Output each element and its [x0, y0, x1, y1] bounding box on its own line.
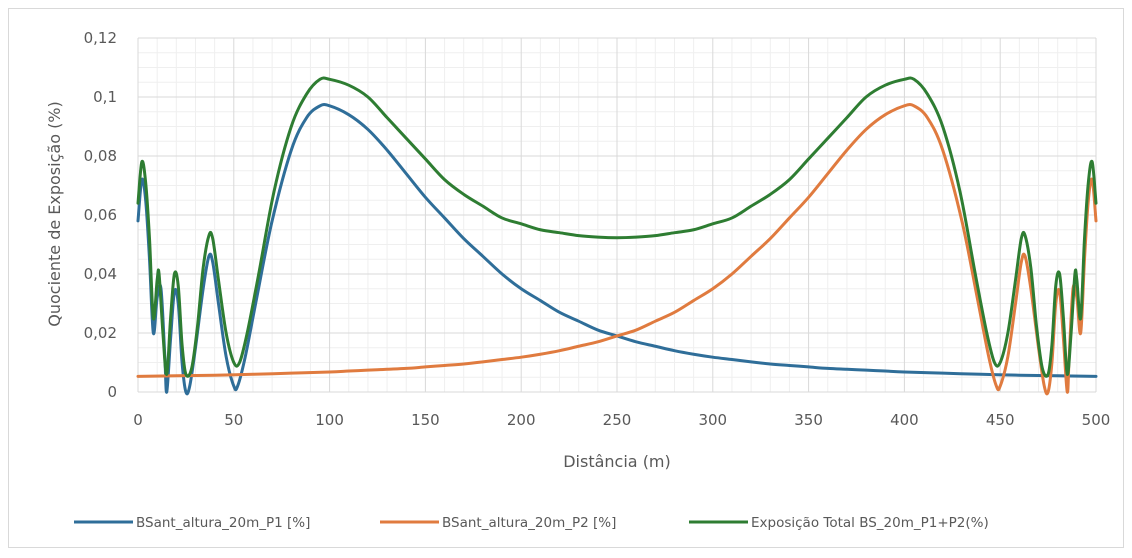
series-line-1 [136, 103, 1098, 396]
legend-label-3: Exposição Total BS_20m_P1+P2(%) [751, 515, 989, 531]
legend: BSant_altura_20m_P1 [%] BSant_altura_20m_… [74, 515, 989, 531]
x-tick-label: 150 [411, 411, 440, 429]
x-tick-label: 400 [890, 411, 919, 429]
y-axis-ticks: 0 0,02 0,04 0,06 0,08 0,1 0,12 [84, 29, 117, 401]
y-tick-label: 0,06 [84, 206, 117, 224]
x-tick-label: 100 [315, 411, 344, 429]
chart-frame [8, 8, 1124, 548]
legend-label-2: BSant_altura_20m_P2 [%] [442, 515, 616, 531]
y-tick-label: 0,02 [84, 324, 117, 342]
x-tick-label: 300 [698, 411, 727, 429]
y-tick-label: 0 [107, 383, 117, 401]
series-line-2 [136, 103, 1098, 396]
x-axis-ticks: 0 50 100 150 200 250 300 350 400 450 500 [133, 411, 1110, 429]
y-tick-label: 0,08 [84, 147, 117, 165]
y-tick-label: 0,1 [93, 88, 117, 106]
legend-label-1: BSant_altura_20m_P1 [%] [136, 515, 310, 531]
series-layer [136, 76, 1098, 396]
x-tick-label: 500 [1082, 411, 1111, 429]
x-tick-label: 200 [507, 411, 536, 429]
x-tick-label: 50 [224, 411, 243, 429]
major-gridlines [137, 37, 1097, 393]
y-tick-label: 0,12 [84, 29, 117, 47]
x-axis-title: Distância (m) [563, 452, 671, 471]
series-line-3 [136, 76, 1098, 378]
x-tick-label: 350 [794, 411, 823, 429]
y-tick-label: 0,04 [84, 265, 117, 283]
x-tick-label: 450 [986, 411, 1015, 429]
x-tick-label: 0 [133, 411, 143, 429]
y-axis-title: Quociente de Exposição (%) [45, 101, 64, 327]
x-tick-label: 250 [603, 411, 632, 429]
